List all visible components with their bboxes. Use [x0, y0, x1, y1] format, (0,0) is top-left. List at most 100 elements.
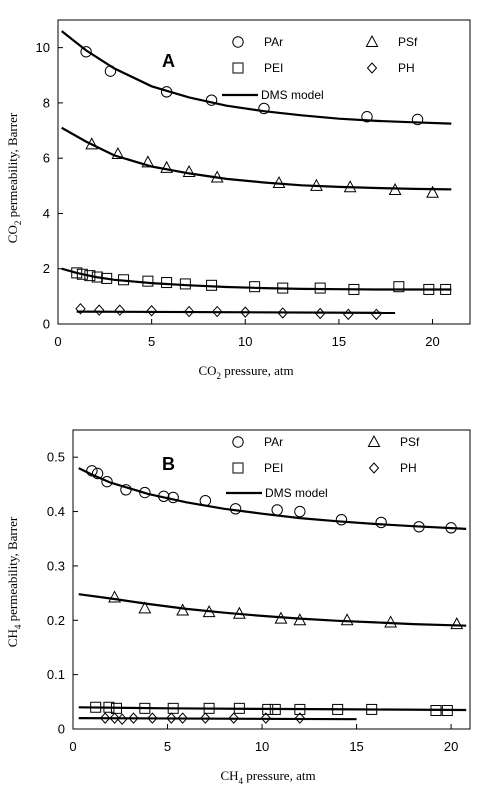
panel-b-par-point [91, 467, 104, 480]
panel-b-par-point [335, 514, 348, 526]
panel-b-y-tick-label: 0.1 [47, 667, 65, 682]
panel-a-y-tick-label: 2 [43, 261, 50, 276]
panel-a-legend: PAr PSf PEI PH DMS model [222, 34, 418, 102]
panel-a-x-axis-label: CO2 pressure, atm [198, 363, 293, 381]
panel-a-pei-point [314, 282, 326, 294]
panel-b-x-tick-label: 15 [349, 739, 363, 754]
panel-b-par-point [229, 503, 242, 515]
panel-a-par-point [160, 86, 173, 98]
panel-a-ph-point [315, 307, 326, 320]
panel-a-pei-point [161, 277, 173, 289]
panel-a-x-tick-label: 15 [332, 334, 346, 349]
panel-b-par-point [120, 484, 132, 496]
panel-a: 0 5 10 15 20 0 2 4 6 8 10 A PAr PSf PEI PH DMS model C… [5, 19, 471, 381]
panel-a-pei-point [206, 279, 218, 291]
panel-a-par-point [205, 94, 218, 106]
panel-b-x-tick-label: 5 [164, 739, 171, 754]
panel-a-ph-point [75, 303, 86, 315]
panel-b-ticks: 0 5 10 15 20 0 0.1 0.2 0.3 0.4 0.5 [47, 450, 458, 754]
panel-b-pei-point [441, 705, 453, 717]
panel-b-x-tick-label: 10 [255, 739, 269, 754]
panel-a-pei-point [142, 275, 154, 287]
panel-a-par-point [258, 102, 270, 115]
panel-a-pei-point [91, 271, 103, 283]
panel-a-ph-point [114, 304, 125, 316]
panel-b-psf-point [450, 617, 464, 630]
panel-a-legend-psf-label: PSf [398, 35, 418, 49]
panel-a-ph-point [240, 306, 251, 318]
panel-a-pei-point [179, 278, 191, 290]
panel-b-par-point [413, 521, 425, 533]
panel-a-y-tick-label: 6 [43, 151, 50, 166]
panel-a-plot-frame [57, 19, 471, 325]
panel-b-psf-point [138, 601, 152, 614]
panel-a-legend-psf-marker [365, 34, 379, 47]
panel-a-pei-point [423, 283, 435, 295]
panel-a-pei-model-line [61, 267, 452, 291]
panel-a-legend-ph-marker [366, 62, 378, 74]
panel-b-y-tick-label: 0 [58, 722, 65, 737]
panel-b-legend-par-label: PAr [264, 435, 283, 449]
panel-b-legend-psf-marker [367, 434, 381, 447]
panel-a-par-point [80, 46, 92, 58]
panel-a-legend-ph-label: PH [398, 61, 415, 75]
panel-a-legend-pei-marker [232, 62, 244, 74]
panel-b-psf-point [232, 606, 246, 619]
panel-a-pei-point [71, 267, 83, 279]
panel-b-psf-point [293, 613, 307, 626]
panel-b: 0 5 10 15 20 0 0.1 0.2 0.3 0.4 0.5 B PAr PSf PEI PH DM… [5, 429, 471, 786]
panel-b-psf-point [274, 611, 288, 624]
panel-b-par-point [139, 486, 151, 499]
panel-b-ph-point [260, 712, 272, 724]
panel-b-psf-point [176, 603, 190, 616]
panel-b-pei-point [262, 703, 274, 715]
panel-a-pei-point [348, 283, 360, 295]
panel-b-pei-point [139, 702, 151, 714]
panel-a-pei-point [393, 281, 405, 293]
panel-b-legend-pei-marker [232, 462, 244, 474]
panel-a-psf-point [141, 155, 155, 168]
panel-b-legend-ph-marker [368, 462, 380, 474]
panel-a-psf-point [160, 160, 174, 173]
panel-b-pei-point [269, 703, 281, 715]
panel-b-pei-model-line [78, 706, 467, 712]
panel-b-pei-point [430, 705, 442, 717]
panel-b-y-axis-label: CH4 permeability, Barrer [5, 516, 23, 647]
panel-b-ph-point [99, 712, 111, 724]
panel-a-y-tick-label: 0 [43, 317, 50, 332]
panel-a-pei-point [101, 272, 113, 284]
panel-a-psf-point [272, 175, 286, 189]
panel-b-pei-point [366, 703, 378, 715]
panel-b-par-model-line [78, 467, 467, 530]
panel-b-par-point [375, 516, 387, 529]
panel-a-psf-point [343, 180, 357, 193]
panel-a-pei-point [118, 274, 130, 286]
panel-b-legend-model-label: DMS model [265, 486, 328, 500]
panel-b-letter: B [162, 454, 175, 474]
panel-a-ph-point [371, 308, 382, 321]
panel-a-psf-point [85, 137, 99, 150]
panel-a-psf-point [210, 170, 224, 183]
panel-a-psf-point [310, 178, 323, 191]
panel-b-legend-pei-label: PEI [264, 461, 283, 475]
panel-a-pei-point [277, 282, 289, 294]
panel-b-legend-par-marker [232, 436, 244, 448]
panel-a-par-point [411, 113, 424, 126]
panel-a-psf-model-line [61, 126, 452, 191]
panel-a-x-tick-label: 20 [425, 334, 439, 349]
panel-b-pei-point [203, 702, 215, 714]
panel-b-ph-point [166, 712, 177, 724]
panel-b-ph-point [116, 713, 128, 725]
panel-a-par-point [361, 111, 373, 123]
panel-b-ph-point [109, 712, 120, 724]
panel-a-y-axis-label: CO2 permeability, Barrer [5, 112, 23, 243]
panel-a-pei-point [440, 283, 452, 295]
panel-b-x-tick-label: 20 [444, 739, 458, 754]
panel-b-par-point [86, 465, 98, 477]
panel-a-par-model-line [61, 30, 452, 125]
panel-b-y-tick-label: 0.2 [47, 613, 65, 628]
panel-b-psf-point [384, 615, 398, 628]
panel-b-ph-point [147, 712, 158, 724]
panel-b-pei-point [90, 701, 102, 713]
panel-a-pei-point [76, 268, 88, 280]
